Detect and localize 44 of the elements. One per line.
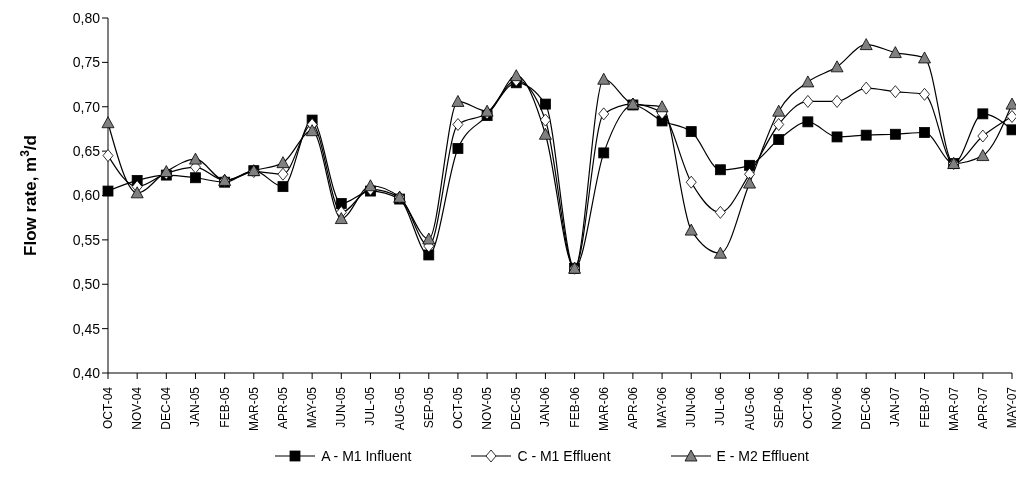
y-tick-label: 0,40 xyxy=(72,364,101,381)
x-tick-label: OCT-05 xyxy=(450,386,465,430)
x-tick-label: APR-05 xyxy=(275,386,290,430)
x-tick-label: JUL-06 xyxy=(713,386,728,426)
x-tick-label: NOV-05 xyxy=(480,386,495,430)
x-tick-label: MAY-05 xyxy=(305,386,320,429)
x-tick-label: FEB-05 xyxy=(217,386,232,428)
x-tick-label: JAN-05 xyxy=(188,386,203,428)
x-tick-label: NOV-04 xyxy=(130,386,145,430)
y-tick-label: 0,55 xyxy=(72,231,101,248)
y-tick-label: 0,80 xyxy=(72,9,101,26)
x-tick-label: JUN-06 xyxy=(684,386,699,428)
x-tick-label: JAN-07 xyxy=(888,386,903,428)
legend-label: C - M1 Effluent xyxy=(517,448,611,464)
x-tick-label: APR-07 xyxy=(975,386,990,430)
x-tick-label: MAR-06 xyxy=(596,386,611,432)
x-tick-label: SEP-06 xyxy=(771,386,786,429)
x-tick-label: AUG-05 xyxy=(392,386,407,431)
legend-label: E - M2 Effluent xyxy=(716,448,809,464)
legend-label: A - M1 Influent xyxy=(321,448,412,464)
x-tick-label: FEB-07 xyxy=(917,386,932,428)
x-tick-label: SEP-05 xyxy=(421,386,436,429)
x-tick-label: DEC-05 xyxy=(509,386,524,430)
x-tick-label: MAR-05 xyxy=(246,386,261,432)
x-tick-label: MAY-06 xyxy=(655,386,670,429)
x-tick-label: FEB-06 xyxy=(567,386,582,428)
y-tick-label: 0,45 xyxy=(72,320,101,337)
x-tick-label: JUL-05 xyxy=(363,386,378,426)
y-tick-label: 0,65 xyxy=(72,143,101,160)
x-tick-label: DEC-06 xyxy=(859,386,874,430)
x-tick-label: MAY-07 xyxy=(1005,386,1019,429)
y-tick-label: 0,75 xyxy=(72,54,101,71)
x-tick-label: OCT-06 xyxy=(800,386,815,430)
x-tick-label: APR-06 xyxy=(625,386,640,430)
x-tick-label: DEC-04 xyxy=(159,386,174,430)
x-tick-label: OCT-04 xyxy=(101,386,115,430)
x-tick-label: JUN-05 xyxy=(334,386,349,428)
x-tick-label: JAN-06 xyxy=(538,386,553,428)
x-tick-label: MAR-07 xyxy=(946,386,961,432)
x-tick-label: NOV-06 xyxy=(830,386,845,430)
y-tick-label: 0,50 xyxy=(72,276,101,293)
x-tick-label: AUG-06 xyxy=(742,386,757,431)
y-tick-label: 0,70 xyxy=(72,98,101,115)
y-tick-label: 0,60 xyxy=(72,187,101,204)
